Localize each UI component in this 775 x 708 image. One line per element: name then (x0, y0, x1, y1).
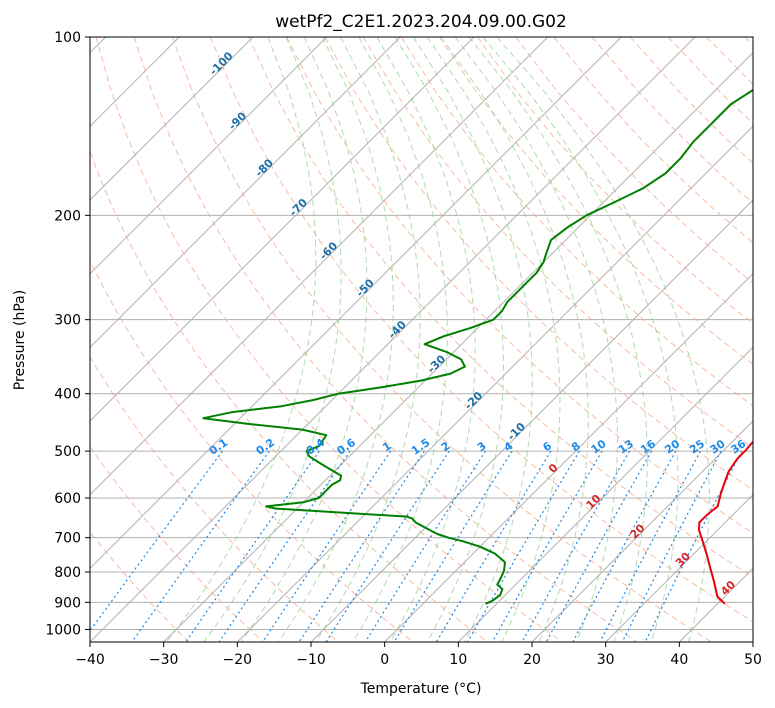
mixing-ratio-line (298, 450, 425, 642)
moist-adiabat-line (376, 37, 476, 642)
y-tick-label: 500 (54, 444, 81, 460)
mixing-ratio-line (262, 450, 392, 642)
isotherm-line (90, 37, 475, 422)
dry-adiabat-line (90, 259, 414, 642)
mixing-ratio-line (364, 450, 486, 642)
y-tick-label: 100 (54, 30, 81, 46)
y-tick-label: 700 (54, 531, 81, 547)
moist-adiabat-line (496, 37, 710, 642)
moist-adiabat-line (315, 37, 421, 642)
isotherm-line (163, 51, 753, 642)
moist-adiabat-line (277, 37, 394, 642)
moist-adiabat-line (240, 37, 368, 642)
y-axis-label: Pressure (hPa) (12, 290, 28, 390)
moist-adiabat-line (454, 37, 619, 642)
isotherm-line (752, 641, 753, 642)
plot-frame (89, 36, 754, 643)
dry-adiabat-line (438, 37, 753, 366)
mixing-ratio-line (131, 450, 270, 642)
isotherm-line (90, 37, 254, 201)
x-tick-label: 20 (523, 652, 541, 668)
x-tick-label: −10 (296, 652, 326, 668)
y-tick-label: 400 (54, 387, 81, 403)
moist-adiabat-line (426, 37, 561, 642)
isotherm-line (531, 420, 753, 642)
moist-adiabat-line (166, 37, 317, 642)
moist-adiabat-line (468, 37, 648, 642)
dry-adiabat-line (95, 37, 563, 642)
x-tick-label: −40 (75, 652, 105, 668)
dry-adiabat-line (90, 445, 264, 642)
dry-adiabat-line (133, 37, 638, 642)
isotherm-line (90, 37, 401, 349)
moist-adiabat-line (352, 37, 448, 642)
isotherm-line (605, 493, 753, 642)
dry-adiabat-line (90, 149, 488, 642)
chart-title: wetPf2_C2E1.2023.204.09.00.G02 (275, 12, 567, 32)
x-tick-label: 10 (449, 652, 467, 668)
x-tick-label: −30 (149, 652, 179, 668)
moist-adiabat-line (412, 37, 533, 642)
background-lines (90, 37, 753, 642)
x-tick-label: −20 (223, 652, 253, 668)
mixing-ratio-line (545, 450, 653, 642)
x-tick-label: 30 (597, 652, 615, 668)
x-axis-label: Temperature (°C) (360, 681, 482, 697)
profile-line (698, 440, 753, 605)
mixing-ratio-line (435, 450, 552, 642)
moist-adiabat-line (482, 37, 679, 642)
dry-adiabat-line (324, 37, 753, 491)
dry-adiabat-line (210, 37, 753, 623)
mixing-ratio-line (90, 450, 223, 632)
profile-line (202, 88, 753, 605)
moist-adiabat-line (440, 37, 589, 642)
dry-adiabat-line (248, 37, 753, 578)
y-tick-label: 800 (54, 565, 81, 581)
x-tick-label: 40 (670, 652, 688, 668)
isotherm-line (236, 125, 753, 642)
dry-adiabat-line (477, 37, 753, 325)
isotherm-line (384, 272, 753, 642)
mixing-ratio-line (491, 450, 603, 642)
moist-adiabat-line (203, 37, 342, 642)
isotherm-line (90, 37, 622, 570)
y-tick-label: 200 (54, 208, 81, 224)
mixing-ratio-line (325, 450, 450, 642)
mixing-ratio-line (644, 450, 743, 642)
plot-area (90, 37, 753, 642)
moist-adiabat-line (394, 37, 505, 642)
isotherm-line (90, 37, 696, 642)
mixing-ratio-line (572, 450, 677, 642)
axes: −40 −30 −20 −10 0 10 20 30 40 50 100 200 300 400 500 60… (45, 30, 762, 668)
y-tick-label: 900 (54, 595, 81, 611)
dry-adiabat-line (90, 356, 339, 642)
dry-adiabat-line (286, 37, 753, 534)
y-tick-label: 1000 (45, 622, 81, 638)
x-tick-label: 0 (380, 652, 389, 668)
isotherm-line (457, 346, 753, 642)
isotherm-line (90, 37, 549, 496)
y-tick-label: 300 (54, 313, 81, 329)
y-tick-label: 600 (54, 491, 81, 507)
x-tick-label: 50 (744, 652, 762, 668)
profile-series (202, 88, 753, 605)
mixing-ratio-line (393, 450, 513, 642)
mixing-ratio-line (466, 450, 580, 642)
isotherm-line (90, 37, 328, 275)
dry-adiabat-line (171, 37, 712, 642)
